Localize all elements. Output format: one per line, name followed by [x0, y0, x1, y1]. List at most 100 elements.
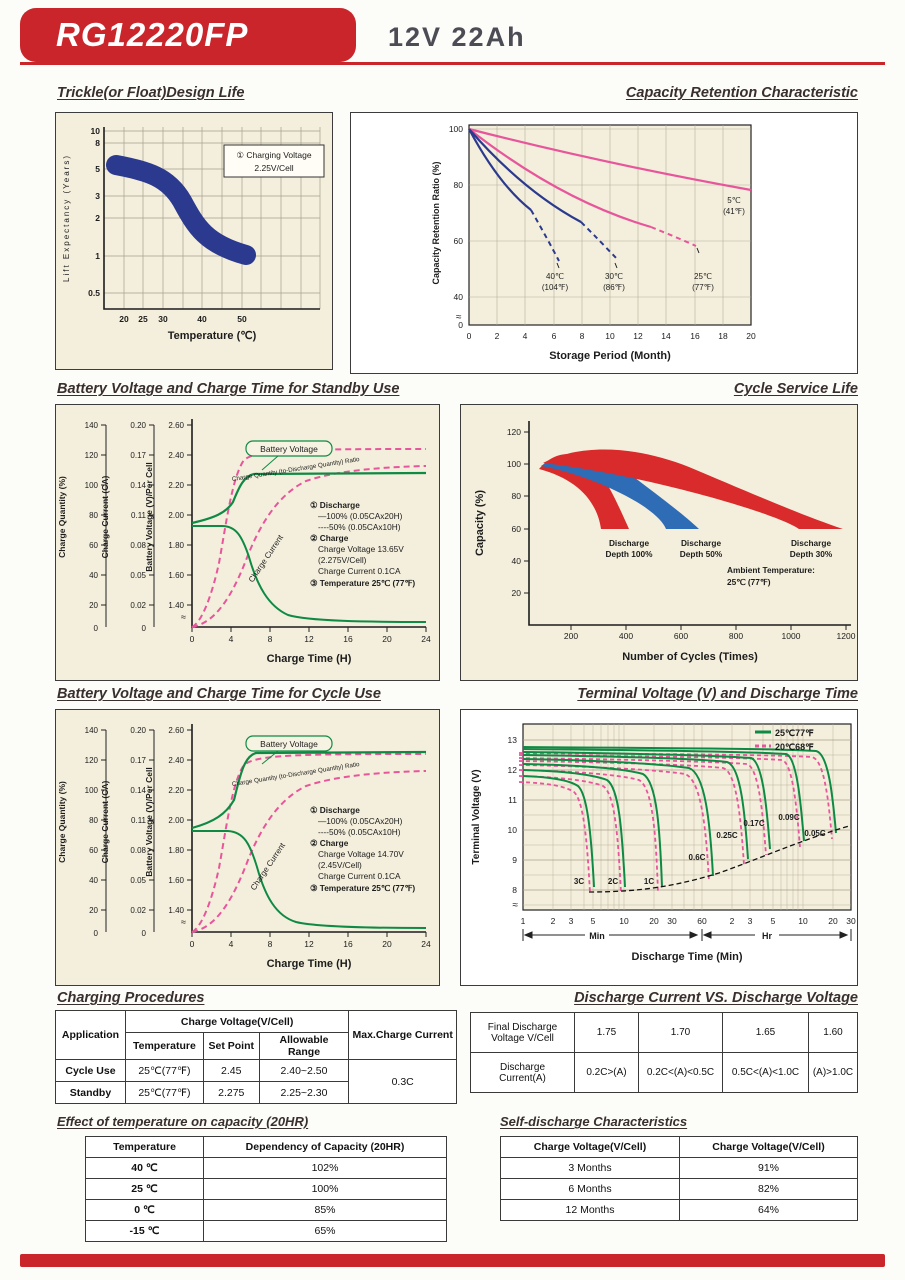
svg-text:40: 40 — [89, 571, 98, 580]
capacity-retention-chart: 40℃ (104℉) 30℃ (86℉) 25℃ (77℉) 5℃ (41℉) … — [431, 124, 756, 362]
svg-text:80: 80 — [454, 180, 464, 190]
svg-text:120: 120 — [85, 451, 99, 460]
cell: 64% — [679, 1199, 858, 1221]
design-life-panel: ① Charging Voltage 2.25V/Cell 10 8 5 3 2… — [55, 112, 333, 370]
svg-text:0: 0 — [142, 929, 147, 938]
title-charging: Charging Procedures — [57, 990, 205, 1006]
table-row: Final Discharge Voltage V/Cell 1.75 1.70… — [470, 1012, 858, 1053]
svg-text:0: 0 — [467, 331, 472, 341]
rate-labels: 3C 2C 1C 0.6C 0.25C 0.17C 0.09C 0.05C — [574, 813, 826, 886]
svg-text:3: 3 — [95, 191, 100, 201]
svg-text:100: 100 — [85, 786, 99, 795]
application-header: Application — [55, 1010, 126, 1060]
svg-text:0.08: 0.08 — [130, 846, 146, 855]
svg-text:4: 4 — [523, 331, 528, 341]
cell: 25℃(77℉) — [124, 1059, 204, 1082]
svg-text:20: 20 — [746, 331, 756, 341]
svg-text:0.11: 0.11 — [131, 511, 147, 520]
svg-text:2.00: 2.00 — [168, 511, 184, 520]
hr-range-label: Hr — [762, 931, 772, 941]
svg-text:10: 10 — [798, 916, 808, 926]
self-discharge: Charge Voltage(V/Cell) Charge Voltage(V/… — [500, 1136, 858, 1221]
svg-text:----50% (0.05CAx10H): ----50% (0.05CAx10H) — [318, 827, 401, 837]
svg-text:5: 5 — [591, 916, 596, 926]
axis-break: ≈ — [456, 312, 462, 323]
title-temp-capacity: Effect of temperature on capacity (20HR) — [57, 1114, 309, 1129]
svg-text:16: 16 — [690, 331, 700, 341]
axis1-ticks: 140 120 100 80 60 40 20 0 — [85, 726, 99, 938]
svg-text:800: 800 — [729, 631, 743, 641]
svg-text:2.00: 2.00 — [168, 816, 184, 825]
cell: 25 ℃ — [85, 1178, 204, 1200]
legend: 25℃77℉ 20℃68℉ — [755, 728, 814, 752]
table-row: 3 Months 91% — [500, 1157, 858, 1179]
axis1-label: Charge Quantity (%) — [57, 781, 67, 863]
axis3-label: Battery Voltage (V)/Per Cell — [144, 767, 154, 876]
retention-curves — [468, 127, 752, 269]
svg-text:20: 20 — [512, 588, 522, 598]
title-terminal: Terminal Voltage (V) and Discharge Time — [577, 686, 858, 702]
svg-text:0: 0 — [94, 624, 99, 633]
svg-text:8: 8 — [268, 939, 273, 949]
cell: 0.2C<(A)<0.5C — [638, 1052, 723, 1093]
axis2-label: Charge Current (CA) — [100, 476, 110, 559]
svg-text:8: 8 — [580, 331, 585, 341]
y-axis-label: Capacity (%) — [474, 490, 486, 556]
svg-text:0.14: 0.14 — [130, 481, 146, 490]
conditions-notes: ① Discharge —100% (0.05CAx20H) ----50% (… — [310, 805, 415, 893]
conditions-notes: ① Discharge —100% (0.05CAx20H) ----50% (… — [310, 500, 415, 588]
cell: 1.75 — [574, 1012, 639, 1053]
retention-header: Charge Voltage(V/Cell) — [679, 1136, 858, 1158]
svg-text:Depth 50%: Depth 50% — [680, 549, 723, 559]
svg-text:16: 16 — [343, 634, 353, 644]
cell: Cycle Use — [55, 1059, 126, 1082]
svg-text:1.40: 1.40 — [168, 601, 184, 610]
svg-text:100: 100 — [85, 481, 99, 490]
cell: 1.60 — [808, 1012, 858, 1053]
capacity-retention-panel: 40℃ (104℉) 30℃ (86℉) 25℃ (77℉) 5℃ (41℉) … — [350, 112, 858, 374]
legend-25c-label: 25℃77℉ — [775, 728, 814, 738]
rating-text: 12V 22Ah — [388, 22, 526, 52]
cell: 65% — [203, 1220, 447, 1242]
svg-text:2.40: 2.40 — [168, 756, 184, 765]
svg-text:80: 80 — [512, 491, 522, 501]
svg-text:0.05: 0.05 — [130, 571, 146, 580]
svg-text:80: 80 — [89, 511, 98, 520]
cell: 25℃(77℉) — [124, 1081, 204, 1104]
charge-curves — [191, 448, 427, 628]
cell: 100% — [203, 1178, 447, 1200]
table-row: 40 ℃ 102% — [85, 1157, 447, 1179]
table-row: -15 ℃ 65% — [85, 1220, 447, 1242]
cell: 102% — [203, 1157, 447, 1179]
svg-text:50: 50 — [237, 314, 247, 324]
svg-text:60: 60 — [89, 846, 98, 855]
svg-text:0.14: 0.14 — [130, 786, 146, 795]
svg-text:① Discharge: ① Discharge — [310, 805, 360, 815]
svg-text:25℃ (77℉): 25℃ (77℉) — [727, 577, 771, 587]
svg-text:20: 20 — [382, 634, 392, 644]
temp-capacity-table: Temperature Dependency of Capacity (20HR… — [85, 1136, 447, 1242]
axes — [528, 421, 851, 626]
svg-text:1.60: 1.60 — [168, 571, 184, 580]
charge-voltage-header: Charge Voltage(V/Cell) — [124, 1010, 350, 1033]
svg-text:Charge Current 0.1CA: Charge Current 0.1CA — [318, 871, 401, 881]
svg-text:8: 8 — [95, 138, 100, 148]
svg-text:30: 30 — [846, 916, 856, 926]
x-axis-ticks: 200 400 600 800 1000 1200 — [564, 631, 856, 641]
curve-0-09c — [523, 748, 805, 842]
svg-text:1.40: 1.40 — [168, 906, 184, 915]
axis2-label: Charge Current (CA) — [100, 781, 110, 864]
table-row: Standby 25℃(77℉) 2.275 2.25~2.30 — [55, 1081, 457, 1104]
svg-text:40: 40 — [512, 556, 522, 566]
axis2-ticks: 0.20 0.17 0.14 0.11 0.08 0.05 0.02 0 — [130, 726, 146, 938]
discharge-curves-25c — [523, 746, 837, 888]
svg-text:(2.45V/Cell): (2.45V/Cell) — [318, 860, 362, 870]
y-axis-label: Capacity Retention Ratio (%) — [431, 161, 441, 284]
svg-text:5: 5 — [771, 916, 776, 926]
svg-text:4: 4 — [229, 939, 234, 949]
svg-text:20: 20 — [828, 916, 838, 926]
x-axis-ticks: 0 4 8 12 16 20 24 — [190, 939, 431, 949]
svg-text:0: 0 — [94, 929, 99, 938]
svg-text:0: 0 — [190, 634, 195, 644]
charge-current-label: Charge Current — [249, 841, 288, 892]
